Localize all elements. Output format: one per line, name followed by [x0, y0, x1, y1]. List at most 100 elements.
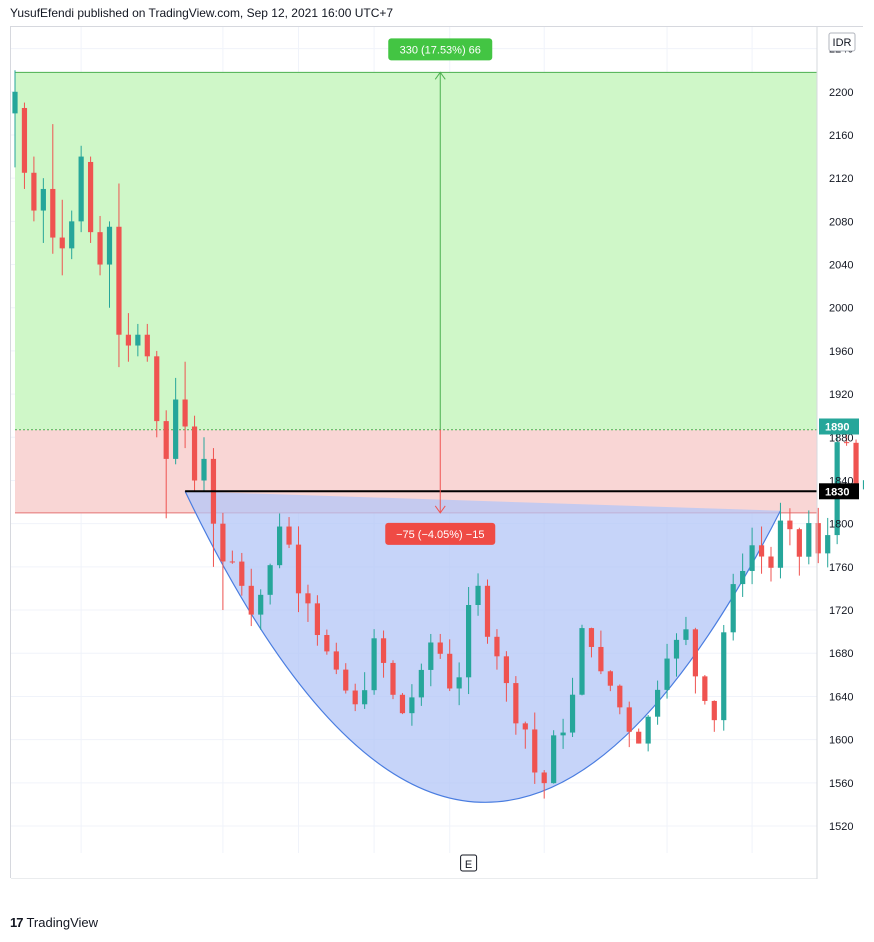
candle-body: [702, 676, 708, 701]
profit-label: 330 (17.53%) 66: [400, 44, 481, 56]
candle-body: [371, 638, 377, 691]
candle-body: [825, 535, 831, 554]
y-tick-label: 1600: [829, 735, 853, 747]
candle-body: [711, 700, 717, 721]
candle-body: [295, 544, 302, 594]
annotations: 330 (17.53%) 66 −75 (−4.05%) −15 E: [385, 38, 496, 872]
candle-body: [286, 526, 292, 545]
candle-body: [494, 636, 500, 657]
candle-body: [636, 731, 642, 744]
candle-body: [267, 565, 273, 595]
candle-body: [569, 694, 576, 733]
candle-body: [201, 458, 207, 481]
candle-body: [40, 188, 46, 211]
candle-body: [125, 334, 131, 346]
candle-body: [749, 545, 755, 571]
candle-body: [768, 556, 774, 568]
candle-body: [31, 172, 37, 211]
profit-arrowhead: [434, 71, 446, 80]
y-tick-label: 1960: [829, 346, 853, 358]
candle-body: [815, 523, 821, 554]
candle-body: [248, 585, 254, 615]
candle-body: [551, 735, 557, 784]
loss-label-bg: [385, 522, 496, 545]
candle-body: [314, 603, 320, 636]
candle-body: [513, 683, 519, 724]
candle-body: [853, 442, 859, 490]
footer[interactable]: 17 TradingView: [10, 915, 98, 930]
candles: [12, 70, 874, 799]
candle-body: [645, 716, 651, 744]
candle-body: [239, 561, 245, 586]
candle-body: [475, 585, 481, 606]
candle-body: [796, 529, 802, 557]
candle-body: [787, 520, 793, 530]
y-tick-label: 2080: [829, 216, 853, 228]
y-tick-label: 1920: [829, 389, 853, 401]
candle-body: [844, 442, 850, 444]
y-tick-label: 2040: [829, 260, 853, 272]
candle-body: [144, 334, 150, 357]
profit-zone: [15, 72, 817, 430]
candle-body: [522, 723, 528, 730]
candle-body: [428, 642, 434, 670]
candle-body: [655, 689, 661, 717]
y-tick-label: 1720: [829, 605, 853, 617]
y-tick-label: 1560: [829, 778, 853, 790]
loss-arrowhead: [434, 505, 446, 514]
candle-body: [343, 669, 349, 691]
candle-body: [617, 685, 623, 708]
candle-body: [390, 662, 396, 695]
candle-body: [484, 585, 491, 637]
candle-body: [78, 156, 84, 222]
currency-label: IDR: [833, 37, 852, 49]
candle-body: [721, 632, 727, 721]
y-tick-label: 2000: [829, 303, 853, 315]
cup-curve: [184, 491, 781, 803]
profit-label-bg: [388, 38, 493, 61]
candle-body: [116, 226, 122, 335]
candle-body: [50, 188, 56, 238]
y-tick-label: 2160: [829, 130, 853, 142]
candle-body: [740, 570, 746, 585]
candle-body: [409, 697, 415, 714]
candle-body: [541, 772, 547, 784]
chart-frame: 330 (17.53%) 66 −75 (−4.05%) −15 E 1520 156…: [10, 26, 874, 900]
candle-body: [418, 669, 424, 698]
y-tick-label: 1680: [829, 648, 853, 660]
tradingview-logo-icon: 17: [10, 915, 24, 930]
target-zones: [15, 71, 817, 514]
y-tick-label: 1800: [829, 519, 853, 531]
y-tick-label: 2120: [829, 173, 853, 185]
candle-body: [683, 629, 689, 640]
candle-body: [399, 694, 406, 714]
candle-body: [220, 523, 226, 562]
currency-box: [828, 32, 856, 52]
candle-body: [191, 426, 198, 481]
candlestick-chart[interactable]: 330 (17.53%) 66 −75 (−4.05%) −15 E 1520 156…: [11, 27, 874, 900]
candle-body: [437, 642, 443, 654]
price-tag: 1890: [825, 422, 849, 434]
candle-body: [380, 638, 387, 663]
y-axis: 1520156016001640168017201760180018401880…: [816, 27, 859, 879]
candle-body: [324, 635, 330, 652]
candle-body: [12, 91, 18, 114]
candle-body: [673, 639, 680, 659]
candle-body: [88, 161, 94, 233]
candle-body: [758, 545, 765, 557]
price-tag-bg: [819, 418, 859, 435]
event-marker: E: [465, 859, 472, 871]
candle-body: [362, 690, 368, 705]
event-marker-box: [460, 854, 478, 872]
y-tick-label: 1520: [829, 821, 853, 833]
candle-body: [258, 594, 264, 615]
candle-body: [456, 677, 462, 689]
candle-body: [598, 646, 604, 672]
candle-body: [97, 232, 103, 265]
candle-body: [579, 628, 585, 695]
candle-body: [466, 605, 472, 678]
candle-body: [607, 671, 613, 686]
candle-body: [106, 226, 113, 265]
candle-body: [182, 399, 188, 427]
price-tag: 1830: [825, 486, 849, 498]
